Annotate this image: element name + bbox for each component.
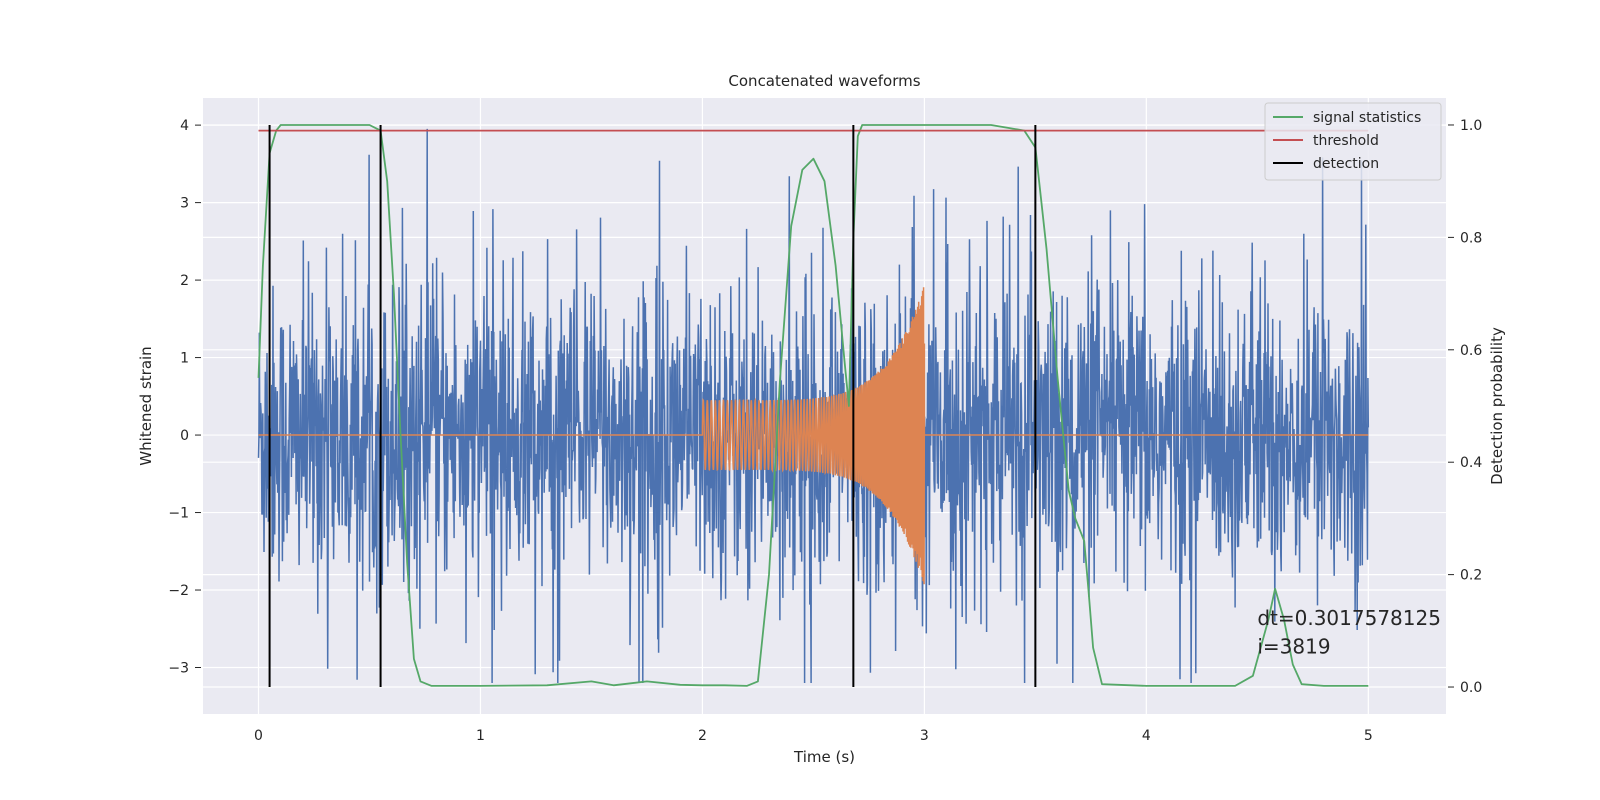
y2-tick-label: 0.0	[1460, 680, 1482, 696]
x-tick-label: 4	[1142, 728, 1151, 744]
annotations: dt=0.3017578125 i=3819	[1257, 606, 1441, 658]
y2-tick-label: 0.2	[1460, 568, 1482, 584]
legend-label: detection	[1313, 156, 1379, 172]
annotation-text: i=3819	[1257, 634, 1330, 658]
x-tick-label: 1	[476, 728, 485, 744]
y-tick-label: −1	[168, 506, 189, 522]
series-chirp-line	[258, 287, 1369, 585]
y2-axis-label: Detection probability	[1488, 327, 1506, 485]
secondary-grid	[203, 124, 1446, 688]
y-tick-label: 1	[180, 351, 189, 367]
signal-statistics-line	[257, 124, 1369, 687]
y-tick-label: 4	[180, 118, 189, 134]
ticks: 0 1 2 3 4 5 −3 −2 −1 0 1 2 3 4 0.0 0.2 0.4 0.6 0.8 1.0	[168, 118, 1482, 744]
x-tick-label: 0	[254, 728, 263, 744]
x-tick-label: 5	[1364, 728, 1373, 744]
x-axis-label: Time (s)	[793, 748, 855, 766]
y-axis-label: Whitened strain	[137, 346, 155, 465]
y-tick-label: −2	[168, 583, 189, 599]
annotation-text: dt=0.3017578125	[1257, 606, 1441, 630]
y2-tick-label: 0.8	[1460, 230, 1482, 246]
y-tick-label: −3	[168, 661, 189, 677]
y-tick-label: 2	[180, 273, 189, 289]
y2-tick-label: 1.0	[1460, 118, 1482, 134]
legend: signal statistics threshold detection	[1264, 102, 1442, 181]
x-tick-label: 2	[698, 728, 707, 744]
x-tick-label: 3	[920, 728, 929, 744]
y2-tick-label: 0.6	[1460, 343, 1482, 359]
y-tick-label: 0	[180, 428, 189, 444]
legend-label: signal statistics	[1313, 110, 1421, 126]
legend-box	[1264, 102, 1442, 181]
y2-tick-label: 0.4	[1460, 455, 1482, 471]
chart-title: Concatenated waveforms	[728, 72, 920, 90]
legend-label: threshold	[1313, 133, 1379, 149]
y-tick-label: 3	[180, 196, 189, 212]
series-layer	[257, 124, 1370, 688]
